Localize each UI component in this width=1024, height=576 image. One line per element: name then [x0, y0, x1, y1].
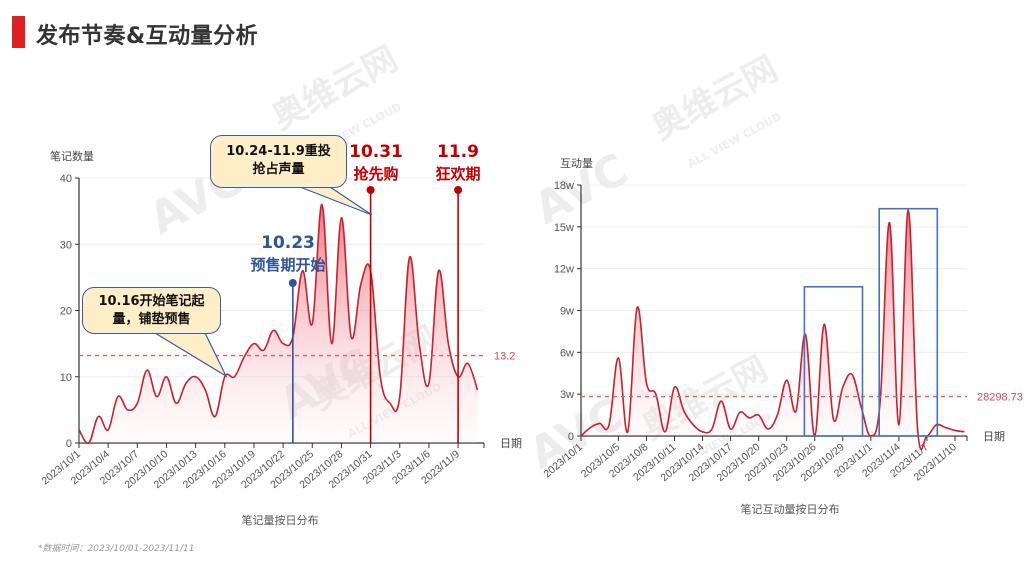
- event-label-1023: 10.23 预售期开始: [250, 233, 326, 274]
- chart-note-count: 010203040笔记数量日期2023/10/12023/10/42023/10…: [39, 149, 522, 527]
- svg-text:40: 40: [60, 173, 72, 185]
- svg-text:10: 10: [60, 372, 72, 384]
- callout-1016: 10.16开始笔记起 量，铺垫预售: [82, 287, 221, 334]
- footnote-data-period: *数据时间：2023/10/01-2023/11/11: [38, 544, 195, 554]
- svg-text:30: 30: [60, 239, 72, 251]
- svg-text:9w: 9w: [560, 306, 574, 318]
- page-title: 发布节奏&互动量分析: [36, 24, 259, 49]
- svg-text:奥维云网: 奥维云网: [645, 49, 784, 148]
- svg-text:28298.73: 28298.73: [977, 392, 1023, 404]
- svg-text:笔记数量: 笔记数量: [50, 149, 94, 163]
- svg-text:笔记互动量按日分布: 笔记互动量按日分布: [741, 502, 840, 516]
- svg-text:15w: 15w: [554, 222, 574, 234]
- svg-text:奥维云网: 奥维云网: [265, 39, 404, 138]
- svg-text:0: 0: [66, 438, 72, 450]
- event-label-1109: 11.9 狂欢期: [435, 142, 481, 183]
- svg-text:日期: 日期: [500, 437, 522, 450]
- svg-text:互动量: 互动量: [560, 157, 593, 170]
- svg-text:6w: 6w: [560, 347, 574, 359]
- svg-text:3w: 3w: [560, 389, 574, 401]
- callout-1024: 10.24-11.9重投 抢占声量: [210, 135, 347, 188]
- event-label-1031: 10.31 抢先购: [349, 142, 403, 183]
- svg-text:12w: 12w: [554, 264, 574, 276]
- svg-text:18w: 18w: [554, 180, 574, 192]
- svg-text:13.2: 13.2: [494, 351, 515, 363]
- svg-text:0: 0: [568, 431, 574, 443]
- title-accent-bar: [12, 16, 25, 48]
- svg-text:20: 20: [60, 306, 72, 318]
- svg-text:日期: 日期: [983, 430, 1005, 443]
- chart-interaction-count: 03w6w9w12w15w18w互动量日期2023/10/12023/10/52…: [541, 157, 1022, 516]
- svg-text:笔记量按日分布: 笔记量按日分布: [242, 513, 319, 527]
